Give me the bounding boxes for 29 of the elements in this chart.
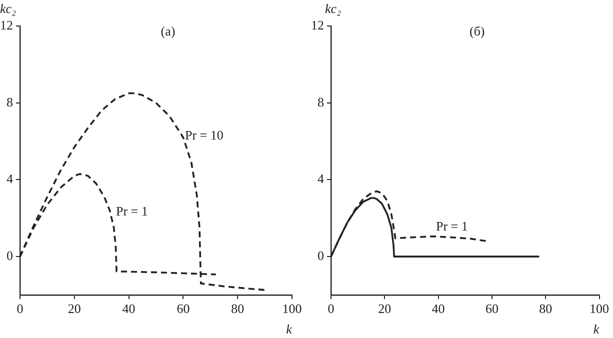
series-label: Pr = 10 <box>185 127 224 142</box>
y-tick-label: 12 <box>0 17 13 32</box>
chart-title: (б) <box>469 23 485 38</box>
chart-title: (a) <box>160 23 176 38</box>
x-tick-label: 100 <box>282 301 302 316</box>
x-tick-label: 80 <box>539 301 552 316</box>
y-tick-label: 4 <box>6 171 14 186</box>
y-tick-label: 8 <box>6 94 13 110</box>
x-tick-label: 80 <box>231 301 244 316</box>
x-tick-label: 60 <box>176 301 190 316</box>
x-tick-label: 100 <box>590 301 609 316</box>
series-label: Pr = 1 <box>436 218 468 234</box>
y-tick-label: 8 <box>318 94 324 110</box>
x-tick-label: 60 <box>485 301 498 316</box>
x-tick-label: 40 <box>122 301 136 316</box>
x-tick-label: 40 <box>432 301 445 316</box>
y-tick-label: 4 <box>318 171 324 186</box>
y-tick-label: 0 <box>318 248 324 263</box>
x-tick-label: 0 <box>16 301 24 316</box>
x-tick-label: 0 <box>328 301 334 316</box>
x-axis-title: k <box>286 321 292 336</box>
y-tick-label: 12 <box>311 17 324 32</box>
y-axis-title: kc₂ <box>0 1 16 17</box>
x-tick-label: 20 <box>68 301 81 316</box>
y-tick-label: 0 <box>6 248 13 263</box>
series-label: Pr = 1 <box>116 203 148 218</box>
y-axis-title: kc₂ <box>325 1 342 17</box>
x-tick-label: 20 <box>378 301 392 316</box>
x-axis-title: k <box>593 321 600 336</box>
